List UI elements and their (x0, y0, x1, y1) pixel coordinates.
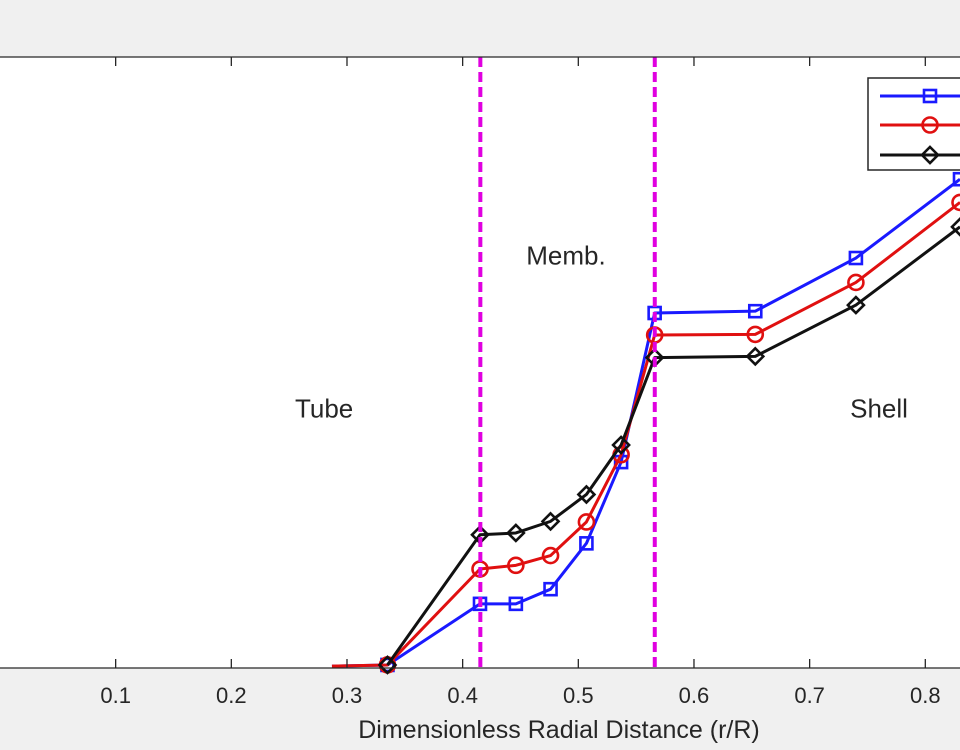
data-point (508, 596, 524, 612)
x-axis-label: Dimensionless Radial Distance (r/R) (358, 716, 760, 744)
x-tick-label: 0.8 (910, 683, 941, 708)
region-label: Shell (850, 393, 908, 423)
series-line (331, 178, 960, 668)
data-point (506, 523, 526, 543)
x-tick-label: 0.2 (216, 683, 247, 708)
data-point (540, 511, 561, 532)
data-point (746, 325, 765, 344)
data-point (747, 303, 763, 319)
series-line (331, 201, 960, 668)
region-label: Memb. (526, 241, 605, 271)
data-point (377, 655, 398, 675)
legend-entry (880, 145, 960, 165)
data-point (541, 546, 560, 565)
series-3 (377, 217, 960, 675)
data-point (576, 484, 597, 505)
legend-marker (922, 88, 938, 104)
data-point (846, 295, 866, 315)
x-tick-label: 0.1 (100, 683, 131, 708)
x-tick-label: 0.4 (447, 683, 478, 708)
legend-entry (880, 116, 960, 134)
data-point (950, 217, 960, 237)
legend (867, 77, 960, 171)
x-tick-label: 0.6 (679, 683, 710, 708)
region-boundaries (478, 57, 657, 668)
data-point (848, 250, 864, 266)
data-point (951, 193, 960, 212)
series-line (386, 225, 960, 666)
legend-entry (880, 88, 960, 104)
series-1 (331, 171, 960, 673)
region-labels: Tube Memb. Shell (295, 241, 908, 424)
x-axis-ticks: 0.1 0.2 0.3 0.4 0.5 0.6 0.7 0.8 (100, 57, 941, 708)
data-point (577, 513, 596, 531)
data-point (543, 581, 558, 597)
data-point (507, 556, 525, 575)
x-tick-label: 0.5 (563, 683, 594, 708)
x-tick-label: 0.3 (332, 683, 363, 708)
data-point (745, 346, 766, 367)
x-tick-label: 0.7 (794, 683, 825, 708)
legend-marker (921, 116, 939, 134)
data-point (847, 273, 865, 292)
legend-marker (920, 145, 940, 165)
region-label: Tube (295, 393, 353, 423)
data-point (611, 435, 631, 455)
data-point (952, 171, 960, 187)
data-point (579, 536, 594, 551)
